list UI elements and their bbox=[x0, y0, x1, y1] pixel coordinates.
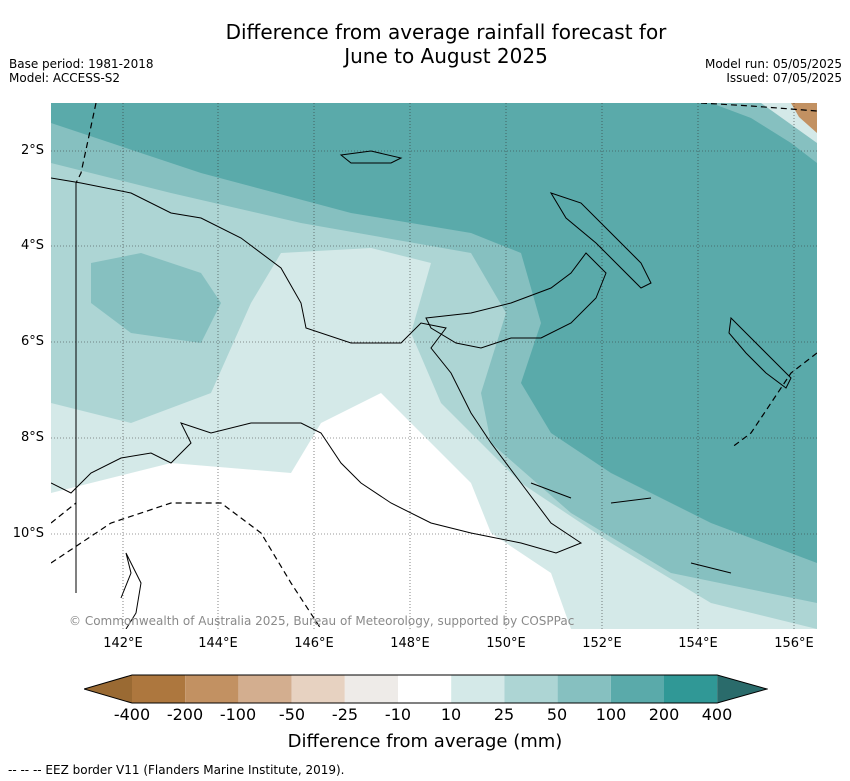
cb-swatch-neg400-200 bbox=[132, 675, 186, 703]
cb-swatch-neg100-50 bbox=[238, 675, 292, 703]
eez-borders bbox=[51, 103, 817, 629]
lon-label-152e: 152°E bbox=[582, 636, 622, 651]
lon-label-154e: 154°E bbox=[678, 636, 718, 651]
coastlines bbox=[51, 150, 792, 629]
cb-tick-11: 400 bbox=[701, 705, 733, 724]
lon-label-148e: 148°E bbox=[390, 636, 430, 651]
cb-swatch-neg25-10 bbox=[344, 675, 398, 703]
map-canvas bbox=[51, 103, 817, 629]
bougainville-coast bbox=[728, 316, 792, 389]
band-100-200 bbox=[51, 103, 817, 563]
cb-swatch-200-400 bbox=[664, 675, 718, 703]
new-britain-coast bbox=[425, 252, 607, 349]
meta-left: Base period: 1981-2018 Model: ACCESS-S2 bbox=[9, 57, 154, 85]
cb-tick-2: -100 bbox=[219, 705, 257, 724]
copyright-text: © Commonwealth of Australia 2025, Bureau… bbox=[69, 614, 575, 628]
lon-label-144e: 144°E bbox=[198, 636, 238, 651]
lon-label-156e: 156°E bbox=[774, 636, 814, 651]
cb-tick-8: 50 bbox=[546, 705, 568, 724]
cb-tick-6: 10 bbox=[440, 705, 462, 724]
eez-legend-note: -- -- -- EEZ border V11 (Flanders Marine… bbox=[8, 763, 345, 777]
cb-swatch-50-100 bbox=[557, 675, 611, 703]
cb-tick-1: -200 bbox=[166, 705, 204, 724]
cb-tick-10: 200 bbox=[648, 705, 680, 724]
meta-right: Model run: 05/05/2025 Issued: 07/05/2025 bbox=[705, 57, 842, 85]
lat-label-2s: 2°S bbox=[20, 143, 44, 158]
cb-swatch-25-50 bbox=[504, 675, 558, 703]
cb-swatch-gt400 bbox=[717, 675, 767, 703]
title-line-2: June to August 2025 bbox=[344, 44, 548, 68]
model-text: Model: ACCESS-S2 bbox=[9, 71, 121, 85]
band-neutral bbox=[51, 393, 571, 629]
cb-tick-5: -10 bbox=[384, 705, 412, 724]
lon-label-150e: 150°E bbox=[486, 636, 526, 651]
graticule bbox=[51, 103, 817, 629]
lat-label-6s: 6°S bbox=[20, 334, 44, 349]
lat-label-4s: 4°S bbox=[20, 238, 44, 253]
eastern-islands bbox=[530, 482, 732, 574]
colorbar-title: Difference from average (mm) bbox=[287, 731, 563, 752]
map-title: Difference from average rainfall forecas… bbox=[0, 20, 850, 68]
cb-swatch-10-25 bbox=[451, 675, 505, 703]
cb-swatch-100-200 bbox=[610, 675, 664, 703]
torres-strait-coast bbox=[120, 552, 142, 629]
base-period-text: Base period: 1981-2018 bbox=[9, 57, 154, 71]
rainfall-map[interactable] bbox=[51, 103, 817, 629]
new-guinea-coast bbox=[51, 177, 583, 554]
cb-swatch-neg200-100 bbox=[185, 675, 239, 703]
colorbar-outline bbox=[84, 674, 768, 704]
colorbar bbox=[84, 674, 768, 704]
cb-swatch-neg50-25 bbox=[291, 675, 345, 703]
manus-coast bbox=[339, 150, 403, 164]
band-highland-50-100 bbox=[91, 253, 221, 343]
band-ne-neg bbox=[791, 103, 817, 133]
cb-tick-7: 25 bbox=[493, 705, 515, 724]
lon-label-146e: 146°E bbox=[294, 636, 334, 651]
lat-label-10s: 10°S bbox=[12, 526, 44, 541]
new-ireland-coast bbox=[549, 192, 652, 289]
lat-label-8s: 8°S bbox=[20, 430, 44, 445]
title-line-1: Difference from average rainfall forecas… bbox=[225, 20, 667, 44]
issued-text: Issued: 07/05/2025 bbox=[726, 71, 842, 85]
model-run-text: Model run: 05/05/2025 bbox=[704, 57, 842, 71]
cb-tick-3: -50 bbox=[278, 705, 306, 724]
cb-swatch-neutral bbox=[398, 675, 452, 703]
cb-tick-0: -400 bbox=[113, 705, 151, 724]
cb-tick-9: 100 bbox=[595, 705, 627, 724]
cb-swatch-lt-neg400 bbox=[84, 675, 132, 703]
lon-label-142e: 142°E bbox=[103, 636, 143, 651]
cb-tick-4: -25 bbox=[331, 705, 359, 724]
